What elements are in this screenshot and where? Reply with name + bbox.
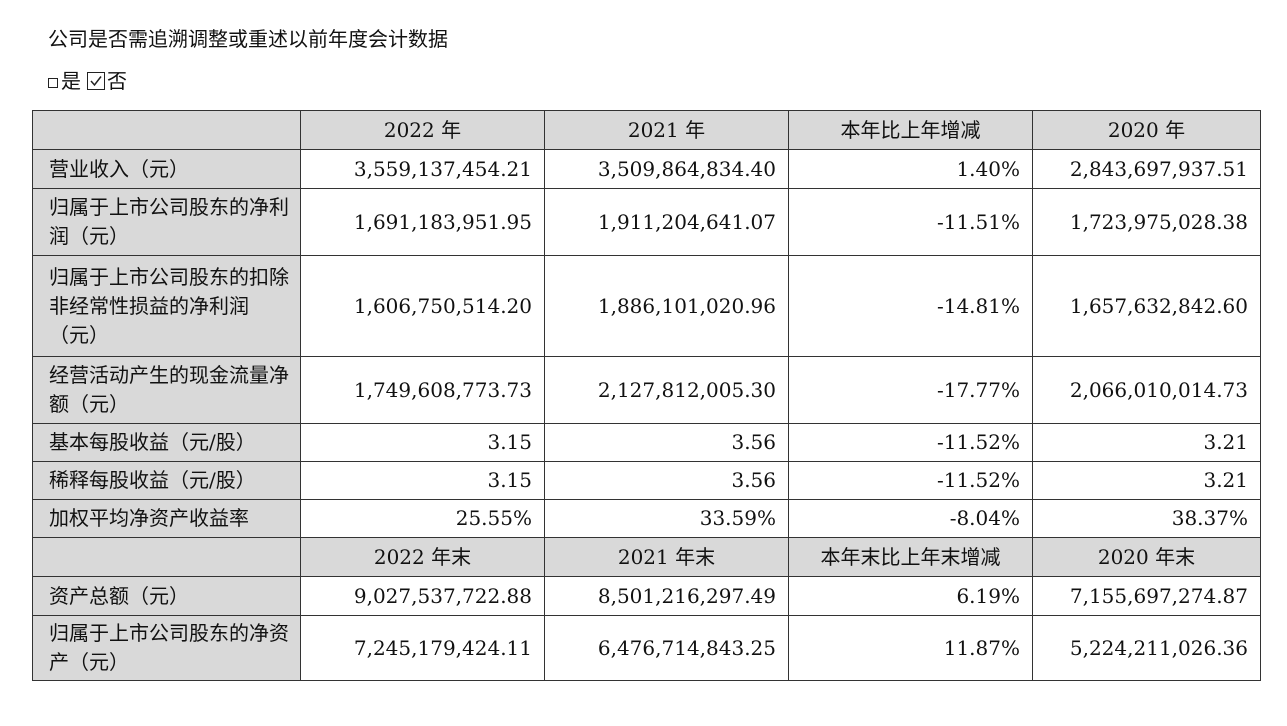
value-cell: 1,911,204,641.07 bbox=[544, 188, 789, 256]
header-cell bbox=[32, 110, 301, 150]
value-cell: 1,723,975,028.38 bbox=[1032, 188, 1261, 256]
value-cell: 38.37% bbox=[1032, 499, 1261, 538]
choice-no-label: 否 bbox=[107, 69, 127, 93]
value-cell: -11.51% bbox=[788, 188, 1033, 256]
row-label: 归属于上市公司股东的扣除非经常性损益的净利润（元） bbox=[32, 255, 301, 357]
value-cell: 1,606,750,514.20 bbox=[300, 255, 545, 357]
header-cell: 2021 年末 bbox=[544, 537, 789, 577]
value-cell: 8,501,216,297.49 bbox=[544, 576, 789, 616]
financial-data-table: 2022 年 2021 年 本年比上年增减 2020 年 营业收入（元） 3,5… bbox=[32, 110, 1261, 681]
value-cell: -8.04% bbox=[788, 499, 1033, 538]
value-cell: 2,127,812,005.30 bbox=[544, 356, 789, 424]
header-cell: 2020 年末 bbox=[1032, 537, 1261, 577]
value-cell: 7,245,179,424.11 bbox=[300, 615, 545, 681]
table-row: 基本每股收益（元/股） 3.15 3.56 -11.52% 3.21 bbox=[32, 423, 1261, 462]
table-header-row: 2022 年末 2021 年末 本年末比上年末增减 2020 年末 bbox=[32, 537, 1261, 577]
row-label: 稀释每股收益（元/股） bbox=[32, 461, 301, 500]
value-cell: 3.21 bbox=[1032, 423, 1261, 462]
value-cell: 1,749,608,773.73 bbox=[300, 356, 545, 424]
unchecked-checkbox-icon bbox=[48, 78, 58, 88]
section-heading: 公司是否需追溯调整或重述以前年度会计数据 bbox=[48, 27, 448, 51]
value-cell: -11.52% bbox=[788, 423, 1033, 462]
value-cell: 11.87% bbox=[788, 615, 1033, 681]
value-cell: 3.15 bbox=[300, 423, 545, 462]
row-label: 经营活动产生的现金流量净额（元） bbox=[32, 356, 301, 424]
value-cell: 3.21 bbox=[1032, 461, 1261, 500]
row-label: 资产总额（元） bbox=[32, 576, 301, 616]
value-cell: 5,224,211,026.36 bbox=[1032, 615, 1261, 681]
value-cell: 6,476,714,843.25 bbox=[544, 615, 789, 681]
header-cell: 2022 年末 bbox=[300, 537, 545, 577]
value-cell: 1,691,183,951.95 bbox=[300, 188, 545, 256]
value-cell: 33.59% bbox=[544, 499, 789, 538]
value-cell: 1,886,101,020.96 bbox=[544, 255, 789, 357]
table-row: 资产总额（元） 9,027,537,722.88 8,501,216,297.4… bbox=[32, 576, 1261, 616]
value-cell: 3.56 bbox=[544, 461, 789, 500]
value-cell: 3,509,864,834.40 bbox=[544, 149, 789, 189]
header-cell: 2020 年 bbox=[1032, 110, 1261, 150]
row-label: 归属于上市公司股东的净资产（元） bbox=[32, 615, 301, 681]
table-row: 营业收入（元） 3,559,137,454.21 3,509,864,834.4… bbox=[32, 149, 1261, 189]
value-cell: -17.77% bbox=[788, 356, 1033, 424]
table-row: 归属于上市公司股东的扣除非经常性损益的净利润（元） 1,606,750,514.… bbox=[32, 255, 1261, 357]
row-label: 归属于上市公司股东的净利润（元） bbox=[32, 188, 301, 256]
value-cell: 25.55% bbox=[300, 499, 545, 538]
value-cell: -11.52% bbox=[788, 461, 1033, 500]
choice-yes-label: 是 bbox=[61, 69, 81, 93]
header-cell: 本年比上年增减 bbox=[788, 110, 1033, 150]
header-cell bbox=[32, 537, 301, 577]
value-cell: 7,155,697,274.87 bbox=[1032, 576, 1261, 616]
value-cell: 6.19% bbox=[788, 576, 1033, 616]
table-row: 归属于上市公司股东的净资产（元） 7,245,179,424.11 6,476,… bbox=[32, 615, 1261, 681]
value-cell: 1,657,632,842.60 bbox=[1032, 255, 1261, 357]
row-label: 营业收入（元） bbox=[32, 149, 301, 189]
header-cell: 2022 年 bbox=[300, 110, 545, 150]
row-label: 加权平均净资产收益率 bbox=[32, 499, 301, 538]
table-row: 经营活动产生的现金流量净额（元） 1,749,608,773.73 2,127,… bbox=[32, 356, 1261, 424]
checked-checkbox-icon bbox=[87, 72, 105, 90]
table-row: 稀释每股收益（元/股） 3.15 3.56 -11.52% 3.21 bbox=[32, 461, 1261, 500]
value-cell: 2,843,697,937.51 bbox=[1032, 149, 1261, 189]
header-cell: 本年末比上年末增减 bbox=[788, 537, 1033, 577]
table-row: 归属于上市公司股东的净利润（元） 1,691,183,951.95 1,911,… bbox=[32, 188, 1261, 256]
value-cell: 3.15 bbox=[300, 461, 545, 500]
retroactive-adjustment-choice: 是 否 bbox=[48, 66, 127, 96]
value-cell: 1.40% bbox=[788, 149, 1033, 189]
header-cell: 2021 年 bbox=[544, 110, 789, 150]
value-cell: 3.56 bbox=[544, 423, 789, 462]
value-cell: 2,066,010,014.73 bbox=[1032, 356, 1261, 424]
value-cell: 9,027,537,722.88 bbox=[300, 576, 545, 616]
row-label: 基本每股收益（元/股） bbox=[32, 423, 301, 462]
table-header-row: 2022 年 2021 年 本年比上年增减 2020 年 bbox=[32, 110, 1261, 150]
value-cell: 3,559,137,454.21 bbox=[300, 149, 545, 189]
value-cell: -14.81% bbox=[788, 255, 1033, 357]
table-row: 加权平均净资产收益率 25.55% 33.59% -8.04% 38.37% bbox=[32, 499, 1261, 538]
